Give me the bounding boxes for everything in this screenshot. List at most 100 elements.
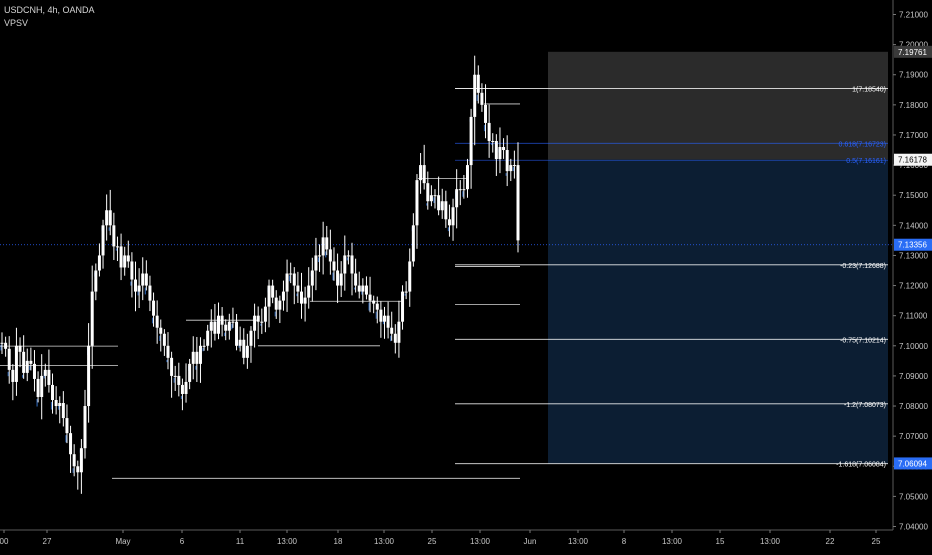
candle-body[interactable] — [455, 189, 459, 208]
candle-body[interactable] — [332, 261, 336, 271]
candle-body[interactable] — [141, 273, 145, 286]
candle-body[interactable] — [51, 384, 55, 401]
candle-body[interactable] — [43, 369, 47, 376]
candle-body[interactable] — [491, 140, 495, 142]
candle-body[interactable] — [401, 291, 405, 322]
candle-body[interactable] — [209, 321, 213, 331]
candle-body[interactable] — [87, 345, 91, 407]
candle-body[interactable] — [419, 165, 423, 181]
candle-body[interactable] — [202, 345, 206, 347]
candle-body[interactable] — [134, 279, 138, 292]
candle-body[interactable] — [278, 300, 282, 310]
candle-body[interactable] — [119, 246, 123, 268]
candle-body[interactable] — [325, 237, 329, 250]
candle-body[interactable] — [361, 285, 365, 292]
candle-body[interactable] — [292, 273, 296, 286]
candle-body[interactable] — [364, 285, 368, 295]
candle-body[interactable] — [462, 189, 466, 191]
candle-body[interactable] — [130, 261, 134, 280]
candle-body[interactable] — [303, 297, 307, 304]
stop-zone[interactable] — [548, 51, 888, 160]
candle-body[interactable] — [404, 291, 408, 293]
candle-body[interactable] — [29, 360, 33, 364]
candle-body[interactable] — [429, 195, 433, 202]
candle-body[interactable] — [350, 255, 354, 274]
candle-body[interactable] — [336, 270, 340, 286]
candle-body[interactable] — [217, 315, 221, 334]
target-zone[interactable] — [548, 159, 888, 464]
candle-body[interactable] — [487, 122, 491, 141]
candle-body[interactable] — [166, 345, 170, 358]
candle-body[interactable] — [386, 315, 390, 328]
candle-body[interactable] — [206, 330, 210, 346]
candle-body[interactable] — [447, 219, 451, 226]
candle-body[interactable] — [198, 345, 202, 364]
candle-body[interactable] — [184, 381, 188, 394]
candle-body[interactable] — [476, 74, 480, 93]
candle-body[interactable] — [502, 147, 506, 151]
candle-body[interactable] — [498, 147, 502, 160]
candle-body[interactable] — [224, 324, 228, 331]
candle-body[interactable] — [249, 330, 253, 346]
candle-body[interactable] — [390, 327, 394, 334]
candle-body[interactable] — [112, 225, 116, 247]
candle-body[interactable] — [170, 357, 174, 376]
candle-body[interactable] — [235, 321, 239, 346]
candle-body[interactable] — [346, 255, 350, 257]
candle-body[interactable] — [321, 237, 325, 256]
candle-body[interactable] — [318, 255, 322, 257]
candle-body[interactable] — [115, 246, 119, 248]
candle-body[interactable] — [245, 345, 249, 358]
candle-body[interactable] — [11, 369, 15, 382]
candle-body[interactable] — [144, 273, 148, 286]
candle-body[interactable] — [379, 309, 383, 322]
candle-body[interactable] — [260, 321, 264, 323]
candle-body[interactable] — [83, 406, 87, 449]
candle-body[interactable] — [137, 285, 141, 292]
candle-body[interactable] — [285, 273, 289, 292]
candle-body[interactable] — [177, 375, 181, 385]
candle-body[interactable] — [473, 74, 477, 117]
candle-body[interactable] — [65, 418, 69, 434]
candle-body[interactable] — [408, 261, 412, 292]
candle-body[interactable] — [253, 315, 257, 331]
candle-body[interactable] — [76, 466, 80, 473]
candle-body[interactable] — [231, 321, 235, 323]
candle-body[interactable] — [101, 225, 105, 256]
candle-body[interactable] — [509, 165, 513, 172]
candle-body[interactable] — [289, 273, 293, 275]
candle-body[interactable] — [480, 92, 484, 105]
candle-body[interactable] — [310, 270, 314, 286]
candle-body[interactable] — [343, 255, 347, 274]
candle-body[interactable] — [123, 255, 127, 268]
candle-body[interactable] — [372, 300, 376, 304]
symbol-label[interactable]: USDCNH, 4h, OANDA — [4, 5, 95, 15]
candle-body[interactable] — [14, 345, 18, 382]
candle-body[interactable] — [32, 363, 36, 379]
candle-body[interactable] — [90, 291, 94, 346]
indicator-label[interactable]: VPSV — [4, 18, 29, 28]
candle-body[interactable] — [314, 255, 318, 271]
candle-body[interactable] — [267, 285, 271, 307]
candle-body[interactable] — [195, 351, 199, 364]
candle-body[interactable] — [516, 165, 520, 241]
candle-body[interactable] — [415, 180, 419, 226]
candle-body[interactable] — [433, 195, 437, 197]
candle-body[interactable] — [397, 321, 401, 343]
candle-body[interactable] — [281, 291, 285, 301]
candle-body[interactable] — [152, 300, 156, 316]
candle-body[interactable] — [393, 333, 397, 343]
candle-body[interactable] — [444, 201, 448, 220]
candle-body[interactable] — [440, 201, 444, 211]
candle-body[interactable] — [354, 273, 358, 286]
candle-body[interactable] — [494, 140, 498, 160]
candle-body[interactable] — [375, 303, 379, 310]
candle-body[interactable] — [271, 285, 275, 298]
candle-body[interactable] — [173, 375, 177, 377]
candle-body[interactable] — [242, 339, 246, 358]
candle-body[interactable] — [97, 255, 101, 271]
candle-body[interactable] — [105, 210, 109, 226]
candle-body[interactable] — [191, 351, 195, 364]
candle-body[interactable] — [155, 315, 159, 328]
